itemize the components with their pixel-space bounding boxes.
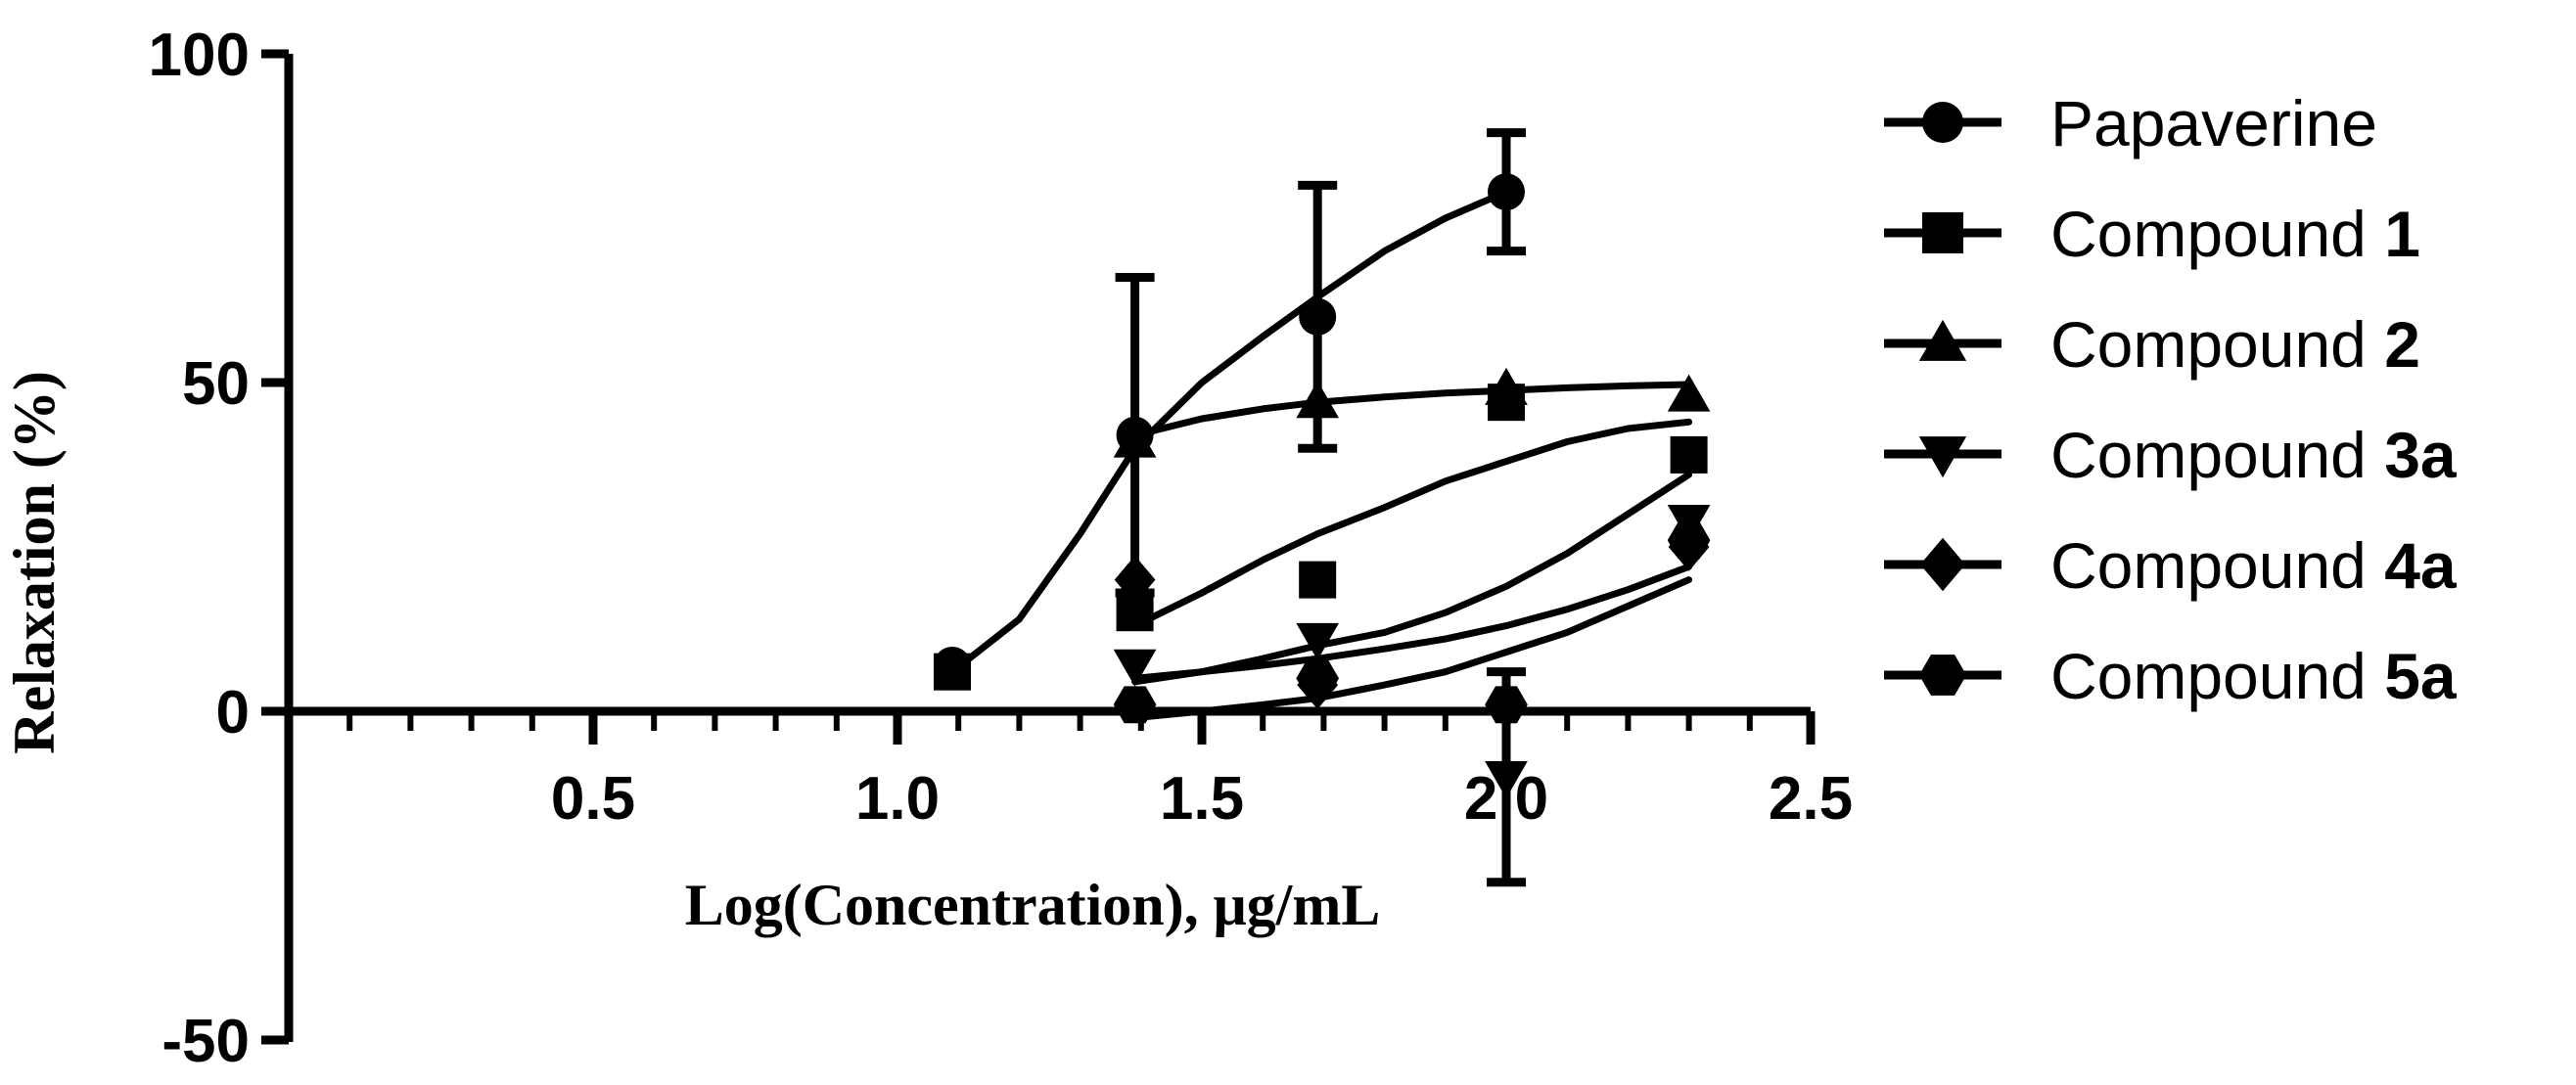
legend-marker	[1918, 655, 1967, 696]
legend-item: Compound 3a	[1884, 419, 2458, 491]
data-point	[933, 653, 971, 691]
x-tick-label: 1.0	[855, 765, 940, 833]
legend-item: Papaverine	[1884, 87, 2377, 159]
fit-curve	[948, 188, 1510, 676]
legend-label: Compound 2	[2050, 308, 2420, 381]
data-point	[1485, 367, 1528, 405]
data-point	[1670, 435, 1708, 474]
fit-curve	[1131, 381, 1693, 439]
data-point	[1296, 659, 1340, 698]
plot-area	[933, 128, 1711, 887]
legend-label: Papaverine	[2050, 87, 2377, 159]
fit-curve	[1131, 576, 1693, 722]
legend-item: Compound 2	[1884, 308, 2420, 381]
legend-marker	[1918, 436, 1967, 478]
y-tick-label: 50	[182, 350, 250, 418]
x-tick-label: 1.5	[1160, 765, 1244, 833]
data-point	[1667, 521, 1711, 560]
legend-label: Compound 5a	[2050, 640, 2458, 712]
data-point	[1113, 649, 1157, 687]
legend-label-text: Compound	[2050, 198, 2384, 270]
data-point	[1667, 374, 1711, 412]
legend-label-text: Compound	[2050, 419, 2384, 491]
x-tick-label: 2.5	[1769, 765, 1853, 833]
legend-marker	[1919, 537, 1966, 592]
legend-label: Compound 4a	[2050, 529, 2458, 602]
x-axis-title: Log(Concentration), μg/mL	[685, 873, 1381, 937]
data-point	[1485, 761, 1528, 799]
legend-item: Compound 1	[1884, 198, 2420, 270]
data-point	[1114, 555, 1156, 605]
data-point	[1488, 173, 1525, 211]
legend-label-text: Compound	[2050, 308, 2384, 381]
y-tick-label: -50	[161, 1008, 250, 1075]
legend-label: Compound 3a	[2050, 419, 2458, 491]
data-point	[1296, 622, 1340, 660]
legend-item: Compound 5a	[1884, 640, 2458, 712]
data-point	[1299, 561, 1337, 599]
fit-curve	[1131, 563, 1693, 686]
series-compound-2	[1113, 367, 1711, 458]
data-point	[1299, 297, 1337, 336]
legend-label-number: 3a	[2384, 419, 2458, 491]
legend-label: Compound 1	[2050, 198, 2420, 270]
axes: 100 50 0 -50 0.5 1.0 1.5 2.0 2.5	[149, 22, 1854, 1075]
series-papaverine	[933, 128, 1526, 684]
y-tick-label: 0	[216, 679, 250, 746]
legend-label-text: Compound	[2050, 529, 2384, 602]
legend-label-number: 2	[2384, 308, 2420, 381]
legend-label-text: Compound	[2050, 640, 2384, 712]
data-point	[1113, 420, 1157, 458]
legend-label-text: Papaverine	[2050, 87, 2377, 159]
y-axis-title: Relaxation (%)	[2, 371, 67, 754]
x-tick-label: 0.5	[551, 765, 635, 833]
legend-item: Compound 4a	[1884, 529, 2458, 602]
legend-marker	[1922, 102, 1963, 143]
fit-curve	[1131, 418, 1693, 630]
legend-marker	[1922, 212, 1963, 253]
data-point	[1296, 381, 1340, 419]
y-tick-label: 100	[149, 22, 250, 89]
legend-label-number: 4a	[2384, 529, 2458, 602]
legend-label-number: 1	[2384, 198, 2420, 270]
legend-label-number: 5a	[2384, 640, 2458, 712]
x-tick-label: 2.0	[1464, 765, 1548, 833]
legend-marker	[1918, 319, 1967, 361]
